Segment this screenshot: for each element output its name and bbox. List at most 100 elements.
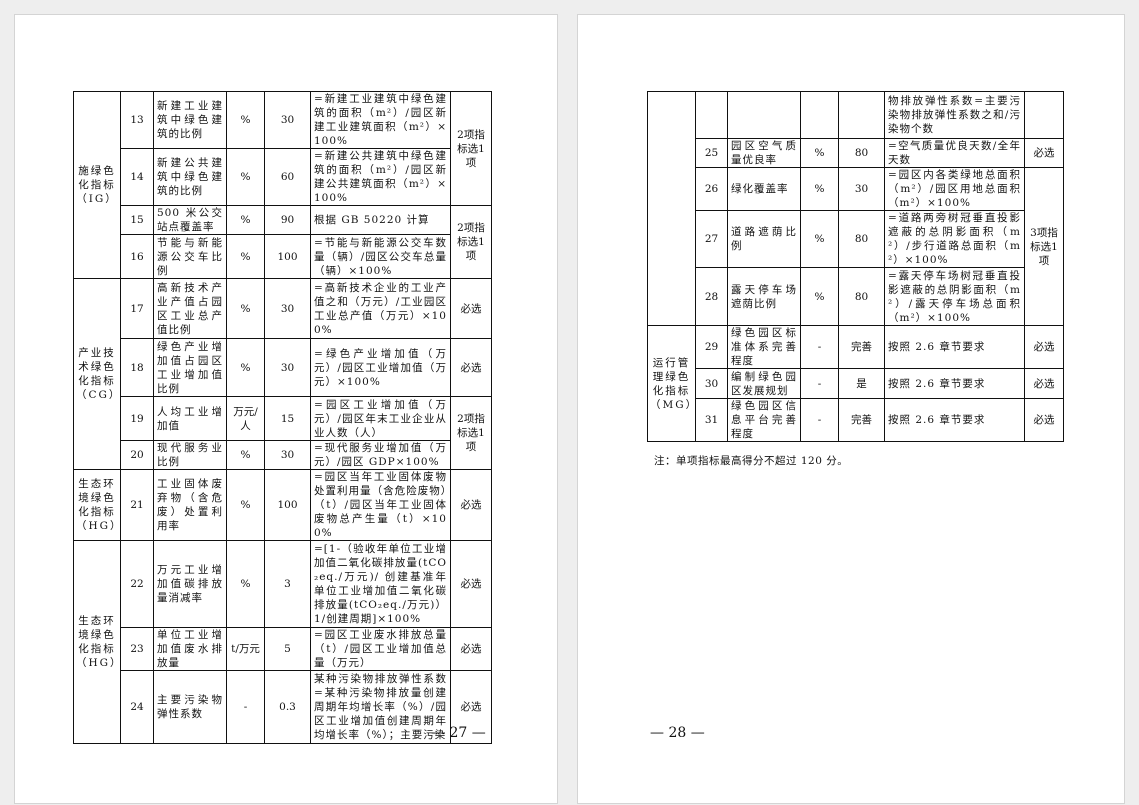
- target-value-cell: 是: [838, 368, 885, 399]
- selection-cell: 必选: [1024, 368, 1064, 399]
- formula-cell: 根据 GB 50220 计算: [310, 205, 451, 235]
- page-number: — 27 —: [431, 725, 486, 741]
- unit-cell: %: [226, 338, 265, 397]
- indicator-name-cell: 绿色产业增加值占园区工业增加值比例: [153, 338, 227, 397]
- formula-cell: 按照 2.6 章节要求: [884, 398, 1025, 442]
- indicator-name-cell: 工业固体废弃物（含危废）处置利用率: [153, 469, 227, 541]
- formula-cell: 按照 2.6 章节要求: [884, 325, 1025, 369]
- number-cell: [695, 91, 728, 139]
- indicator-name-cell: 单位工业增加值废水排放量: [153, 627, 227, 671]
- indicator-table: 施绿色化指标（IG） 13 新建工业建筑中绿色建筑的比例% 30 =新建工业建筑中绿色建…: [73, 91, 492, 744]
- table-row: 产业技术绿色化指标（CG） 17 高新技术产业产值占园区工业总产值比例% 30 =高新技…: [73, 278, 492, 470]
- target-value-cell: 完善: [838, 325, 885, 369]
- number-cell: 25: [695, 138, 728, 168]
- unit-cell: %: [226, 91, 265, 149]
- unit-cell: %: [226, 278, 265, 339]
- number-cell: 17: [120, 278, 154, 339]
- table-row: 27 道路遮荫比例% 80 =道路两旁树冠垂直投影遮蔽的总阴影面积（m²）/步行道路总…: [648, 210, 1064, 268]
- target-value-cell: 30: [264, 91, 311, 149]
- target-value-cell: 80: [838, 267, 885, 326]
- target-value-cell: [838, 91, 885, 139]
- formula-cell: =[1-（验收年单位工业增加值二氧化碳排放量(tCO₂eq./万元)/ 创建基准…: [310, 540, 451, 628]
- target-value-cell: 80: [838, 210, 885, 268]
- selection-cell: 必选: [1024, 325, 1064, 369]
- formula-cell: =绿色产业增加值（万元）/园区工业增加值（万元）×100%: [310, 338, 451, 397]
- selection-cell: 必选: [450, 278, 492, 339]
- category-cell: 生态环境绿色化指标（HG）: [73, 540, 121, 744]
- table-row: 20 现代服务业比例% 30 =现代服务业增加值（万元）/园区 GDP×100%: [74, 440, 492, 470]
- table-row: 14 新建公共建筑中绿色建筑的比例% 60 =新建公共建筑中绿色建筑的面积（m²）/园…: [74, 148, 492, 206]
- selection-cell: 3项指标选1项: [1024, 167, 1064, 326]
- target-value-cell: 0.3: [264, 670, 311, 744]
- number-cell: 18: [120, 338, 154, 397]
- table-row: 16 节能与新能源公交车比例% 100 =节能与新能源公交车数量（辆）/园区公交车总量…: [74, 234, 492, 279]
- formula-cell: =新建工业建筑中绿色建筑的面积（m²）/园区新建工业建筑面积（m²）×100%: [310, 91, 451, 149]
- indicator-name-cell: 园区空气质量优良率: [727, 138, 801, 168]
- indicator-name-cell: 绿色园区信息平台完善程度: [727, 398, 801, 442]
- table-row: 运行管理绿色化指标（MG） 29 绿色园区标准体系完善程度 - 完善 按照 2.6 章节要…: [647, 325, 1064, 442]
- selection-cell: 2项指标选1项: [450, 205, 492, 279]
- formula-cell: =节能与新能源公交车数量（辆）/园区公交车总量（辆）×100%: [310, 234, 451, 279]
- target-value-cell: 100: [264, 234, 311, 279]
- table-row: 施绿色化指标（IG） 13 新建工业建筑中绿色建筑的比例% 30 =新建工业建筑中绿色建…: [73, 91, 492, 279]
- number-cell: 27: [695, 210, 728, 268]
- number-cell: 15: [120, 205, 154, 235]
- number-cell: 16: [120, 234, 154, 279]
- page-number: — 28 —: [650, 725, 705, 741]
- unit-cell: %: [226, 205, 265, 235]
- selection-cell: 2项指标选1项: [450, 91, 492, 206]
- selection-cell: 必选: [450, 540, 492, 628]
- category-cell: 施绿色化指标（IG）: [73, 91, 121, 279]
- indicator-name-cell: 绿色园区标准体系完善程度: [727, 325, 801, 369]
- target-value-cell: 15: [264, 396, 311, 441]
- table-row: 19 人均工业增加值 万元/人 15 =园区工业增加值（万元）/园区年末工业企业从业人数…: [74, 396, 492, 470]
- unit-cell: %: [226, 148, 265, 206]
- selection-cell: 2项指标选1项: [450, 396, 492, 470]
- selection-cell: 必选: [450, 469, 492, 541]
- number-cell: 31: [695, 398, 728, 442]
- formula-cell: =高新技术企业的工业产值之和（万元）/工业园区工业总产值（万元）×100%: [310, 278, 451, 339]
- unit-cell: %: [226, 440, 265, 470]
- table-row: 30 编制绿色园区发展规划 - 是按照 2.6 章节要求 必选: [648, 368, 1064, 399]
- target-value-cell: 60: [264, 148, 311, 206]
- unit-cell: [800, 91, 839, 139]
- formula-cell: =道路两旁树冠垂直投影遮蔽的总阴影面积（m²）/步行道路总面积（m²）×100%: [884, 210, 1025, 268]
- target-value-cell: 30: [838, 167, 885, 211]
- selection-cell: 必选: [450, 627, 492, 671]
- table-row: 物排放弹性系数=主要污染物排放弹性系数之和/污染物个数: [647, 91, 1064, 326]
- indicator-table: 物排放弹性系数=主要污染物排放弹性系数之和/污染物个数 25 园区空气质量优良率% 8…: [647, 91, 1064, 442]
- unit-cell: %: [800, 267, 839, 326]
- selection-cell: [1024, 91, 1064, 139]
- unit-cell: -: [800, 368, 839, 399]
- target-value-cell: 5: [264, 627, 311, 671]
- formula-cell: =园区工业增加值（万元）/园区年末工业企业从业人数（人）: [310, 396, 451, 441]
- target-value-cell: 90: [264, 205, 311, 235]
- target-value-cell: 完善: [838, 398, 885, 442]
- target-value-cell: 100: [264, 469, 311, 541]
- unit-cell: %: [800, 167, 839, 211]
- category-cell: 生态环境绿色化指标（HG）: [73, 469, 121, 541]
- table-row: 15 500 米公交站点覆盖率% 90 根据 GB 50220 计算 2项指标选1项: [74, 205, 492, 279]
- page-28: 物排放弹性系数=主要污染物排放弹性系数之和/污染物个数 25 园区空气质量优良率% 8…: [577, 14, 1125, 804]
- number-cell: 21: [120, 469, 154, 541]
- target-value-cell: 30: [264, 440, 311, 470]
- selection-cell: 必选: [1024, 138, 1064, 168]
- unit-cell: %: [226, 540, 265, 628]
- formula-cell: =园区内各类绿地总面积（m²）/园区用地总面积（m²）×100%: [884, 167, 1025, 211]
- unit-cell: %: [226, 234, 265, 279]
- indicator-name-cell: 新建公共建筑中绿色建筑的比例: [153, 148, 227, 206]
- number-cell: 13: [120, 91, 154, 149]
- formula-cell: 按照 2.6 章节要求: [884, 368, 1025, 399]
- formula-cell: 物排放弹性系数=主要污染物排放弹性系数之和/污染物个数: [884, 91, 1025, 139]
- table-row: 31 绿色园区信息平台完善程度 - 完善 按照 2.6 章节要求 必选: [648, 398, 1064, 442]
- indicator-name-cell: 万元工业增加值碳排放量消减率: [153, 540, 227, 628]
- number-cell: 14: [120, 148, 154, 206]
- formula-cell: 某种污染物排放弹性系数=某种污染物排放量创建周期年均增长率（%）/园区工业增加值…: [310, 670, 451, 744]
- unit-cell: -: [800, 325, 839, 369]
- indicator-name-cell: 现代服务业比例: [153, 440, 227, 470]
- number-cell: 29: [695, 325, 728, 369]
- target-value-cell: 30: [264, 338, 311, 397]
- formula-cell: =园区工业废水排放总量（t）/园区工业增加值总量（万元）: [310, 627, 451, 671]
- unit-cell: %: [226, 469, 265, 541]
- number-cell: 26: [695, 167, 728, 211]
